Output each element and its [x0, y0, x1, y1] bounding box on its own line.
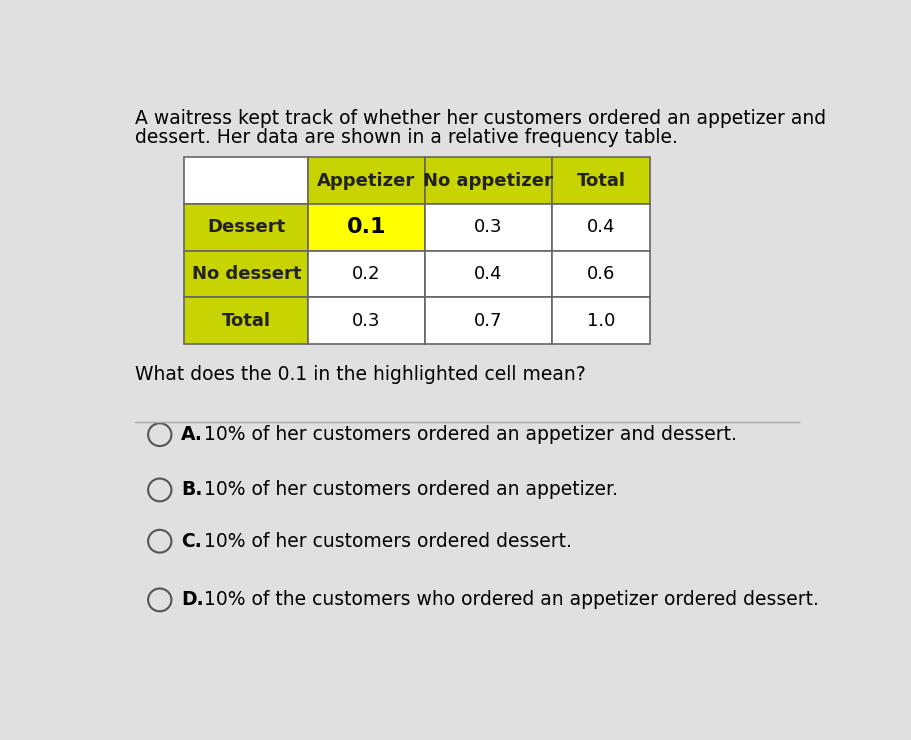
Text: No dessert: No dessert	[191, 265, 301, 283]
Bar	[185, 157, 308, 204]
Bar	[185, 251, 308, 297]
Bar	[185, 204, 308, 251]
Bar	[425, 297, 552, 344]
Text: Appetizer: Appetizer	[317, 172, 415, 189]
Bar	[425, 251, 552, 297]
Bar	[185, 297, 308, 344]
Bar	[308, 204, 425, 251]
Text: Total: Total	[221, 312, 271, 330]
Text: 0.6: 0.6	[587, 265, 615, 283]
Text: 0.3: 0.3	[474, 218, 502, 236]
Text: B.: B.	[181, 480, 202, 500]
Bar	[308, 297, 425, 344]
Text: 0.1: 0.1	[346, 218, 386, 238]
Text: 10% of her customers ordered an appetizer.: 10% of her customers ordered an appetize…	[204, 480, 619, 500]
Bar	[552, 157, 650, 204]
Text: 0.4: 0.4	[587, 218, 615, 236]
Bar	[552, 297, 650, 344]
Text: Dessert: Dessert	[207, 218, 285, 236]
Text: 0.3: 0.3	[352, 312, 381, 330]
Bar	[308, 251, 425, 297]
Text: 10% of her customers ordered dessert.: 10% of her customers ordered dessert.	[204, 532, 572, 551]
Bar	[425, 204, 552, 251]
Bar	[552, 251, 650, 297]
Text: 1.0: 1.0	[587, 312, 615, 330]
Text: 10% of the customers who ordered an appetizer ordered dessert.: 10% of the customers who ordered an appe…	[204, 591, 819, 610]
Text: D.: D.	[181, 591, 203, 610]
Text: A waitress kept track of whether her customers ordered an appetizer and: A waitress kept track of whether her cus…	[135, 109, 826, 128]
Bar	[552, 204, 650, 251]
Text: C.: C.	[181, 532, 201, 551]
Text: No appetizer: No appetizer	[423, 172, 553, 189]
Text: 0.4: 0.4	[474, 265, 502, 283]
Text: A.: A.	[181, 425, 203, 444]
Bar	[308, 157, 425, 204]
Text: 10% of her customers ordered an appetizer and dessert.: 10% of her customers ordered an appetize…	[204, 425, 737, 444]
Text: 0.2: 0.2	[352, 265, 381, 283]
Text: 0.7: 0.7	[474, 312, 502, 330]
Text: Total: Total	[577, 172, 626, 189]
Bar	[425, 157, 552, 204]
Text: What does the 0.1 in the highlighted cell mean?: What does the 0.1 in the highlighted cel…	[135, 365, 586, 384]
Text: dessert. Her data are shown in a relative frequency table.: dessert. Her data are shown in a relativ…	[135, 127, 678, 147]
